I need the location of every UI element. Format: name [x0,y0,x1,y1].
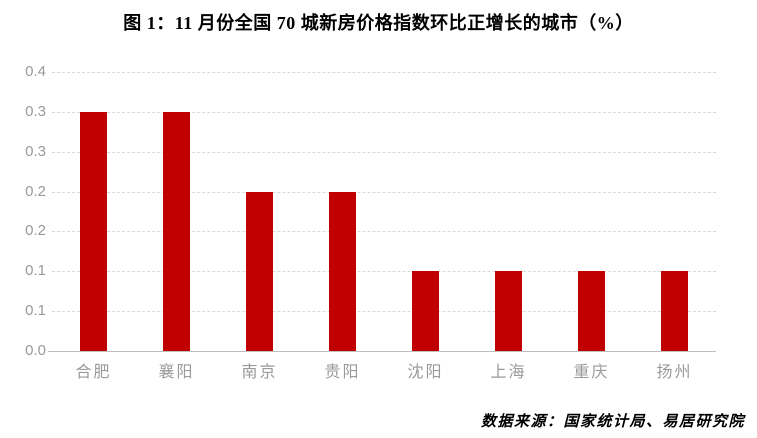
chart-bar [163,111,190,351]
chart-bar [495,271,522,351]
x-axis-line [48,351,716,352]
chart-bar [578,271,605,351]
source-note: 数据来源：国家统计局、易居研究院 [480,414,745,430]
y-tick-label: 0.3 [25,102,46,120]
y-tick-label: 0.1 [25,302,46,320]
y-tick-label: 0.3 [25,142,46,160]
gridline [52,151,716,153]
y-tick-label: 0.4 [25,63,46,80]
gridline [52,311,716,313]
x-tick-label: 重庆 [573,364,610,381]
x-tick-label: 合肥 [75,364,112,381]
chart-bar [412,271,439,351]
x-tick-label: 扬州 [656,364,693,381]
plot-area [52,72,716,351]
x-tick-label: 沈阳 [407,364,444,381]
y-tick-label: 0.0 [25,342,46,359]
chart-bar [329,191,356,351]
chart-bar [246,191,273,351]
gridline [52,191,716,193]
x-tick-label: 贵阳 [324,364,361,381]
y-tick-label: 0.1 [25,262,46,280]
x-tick-label: 襄阳 [158,364,195,381]
y-tick-label: 0.2 [25,222,46,240]
gridline [52,111,716,113]
chart-bar [661,271,688,351]
gridline [52,72,716,73]
chart-bar [80,111,107,351]
x-tick-label: 南京 [241,364,278,381]
y-tick-label: 0.2 [25,182,46,200]
gridline [52,271,716,273]
chart-title: 图 1：11 月份全国 70 城新房价格指数环比正增长的城市（%） [123,13,634,33]
x-tick-label: 上海 [490,364,527,381]
gridline [52,231,716,233]
